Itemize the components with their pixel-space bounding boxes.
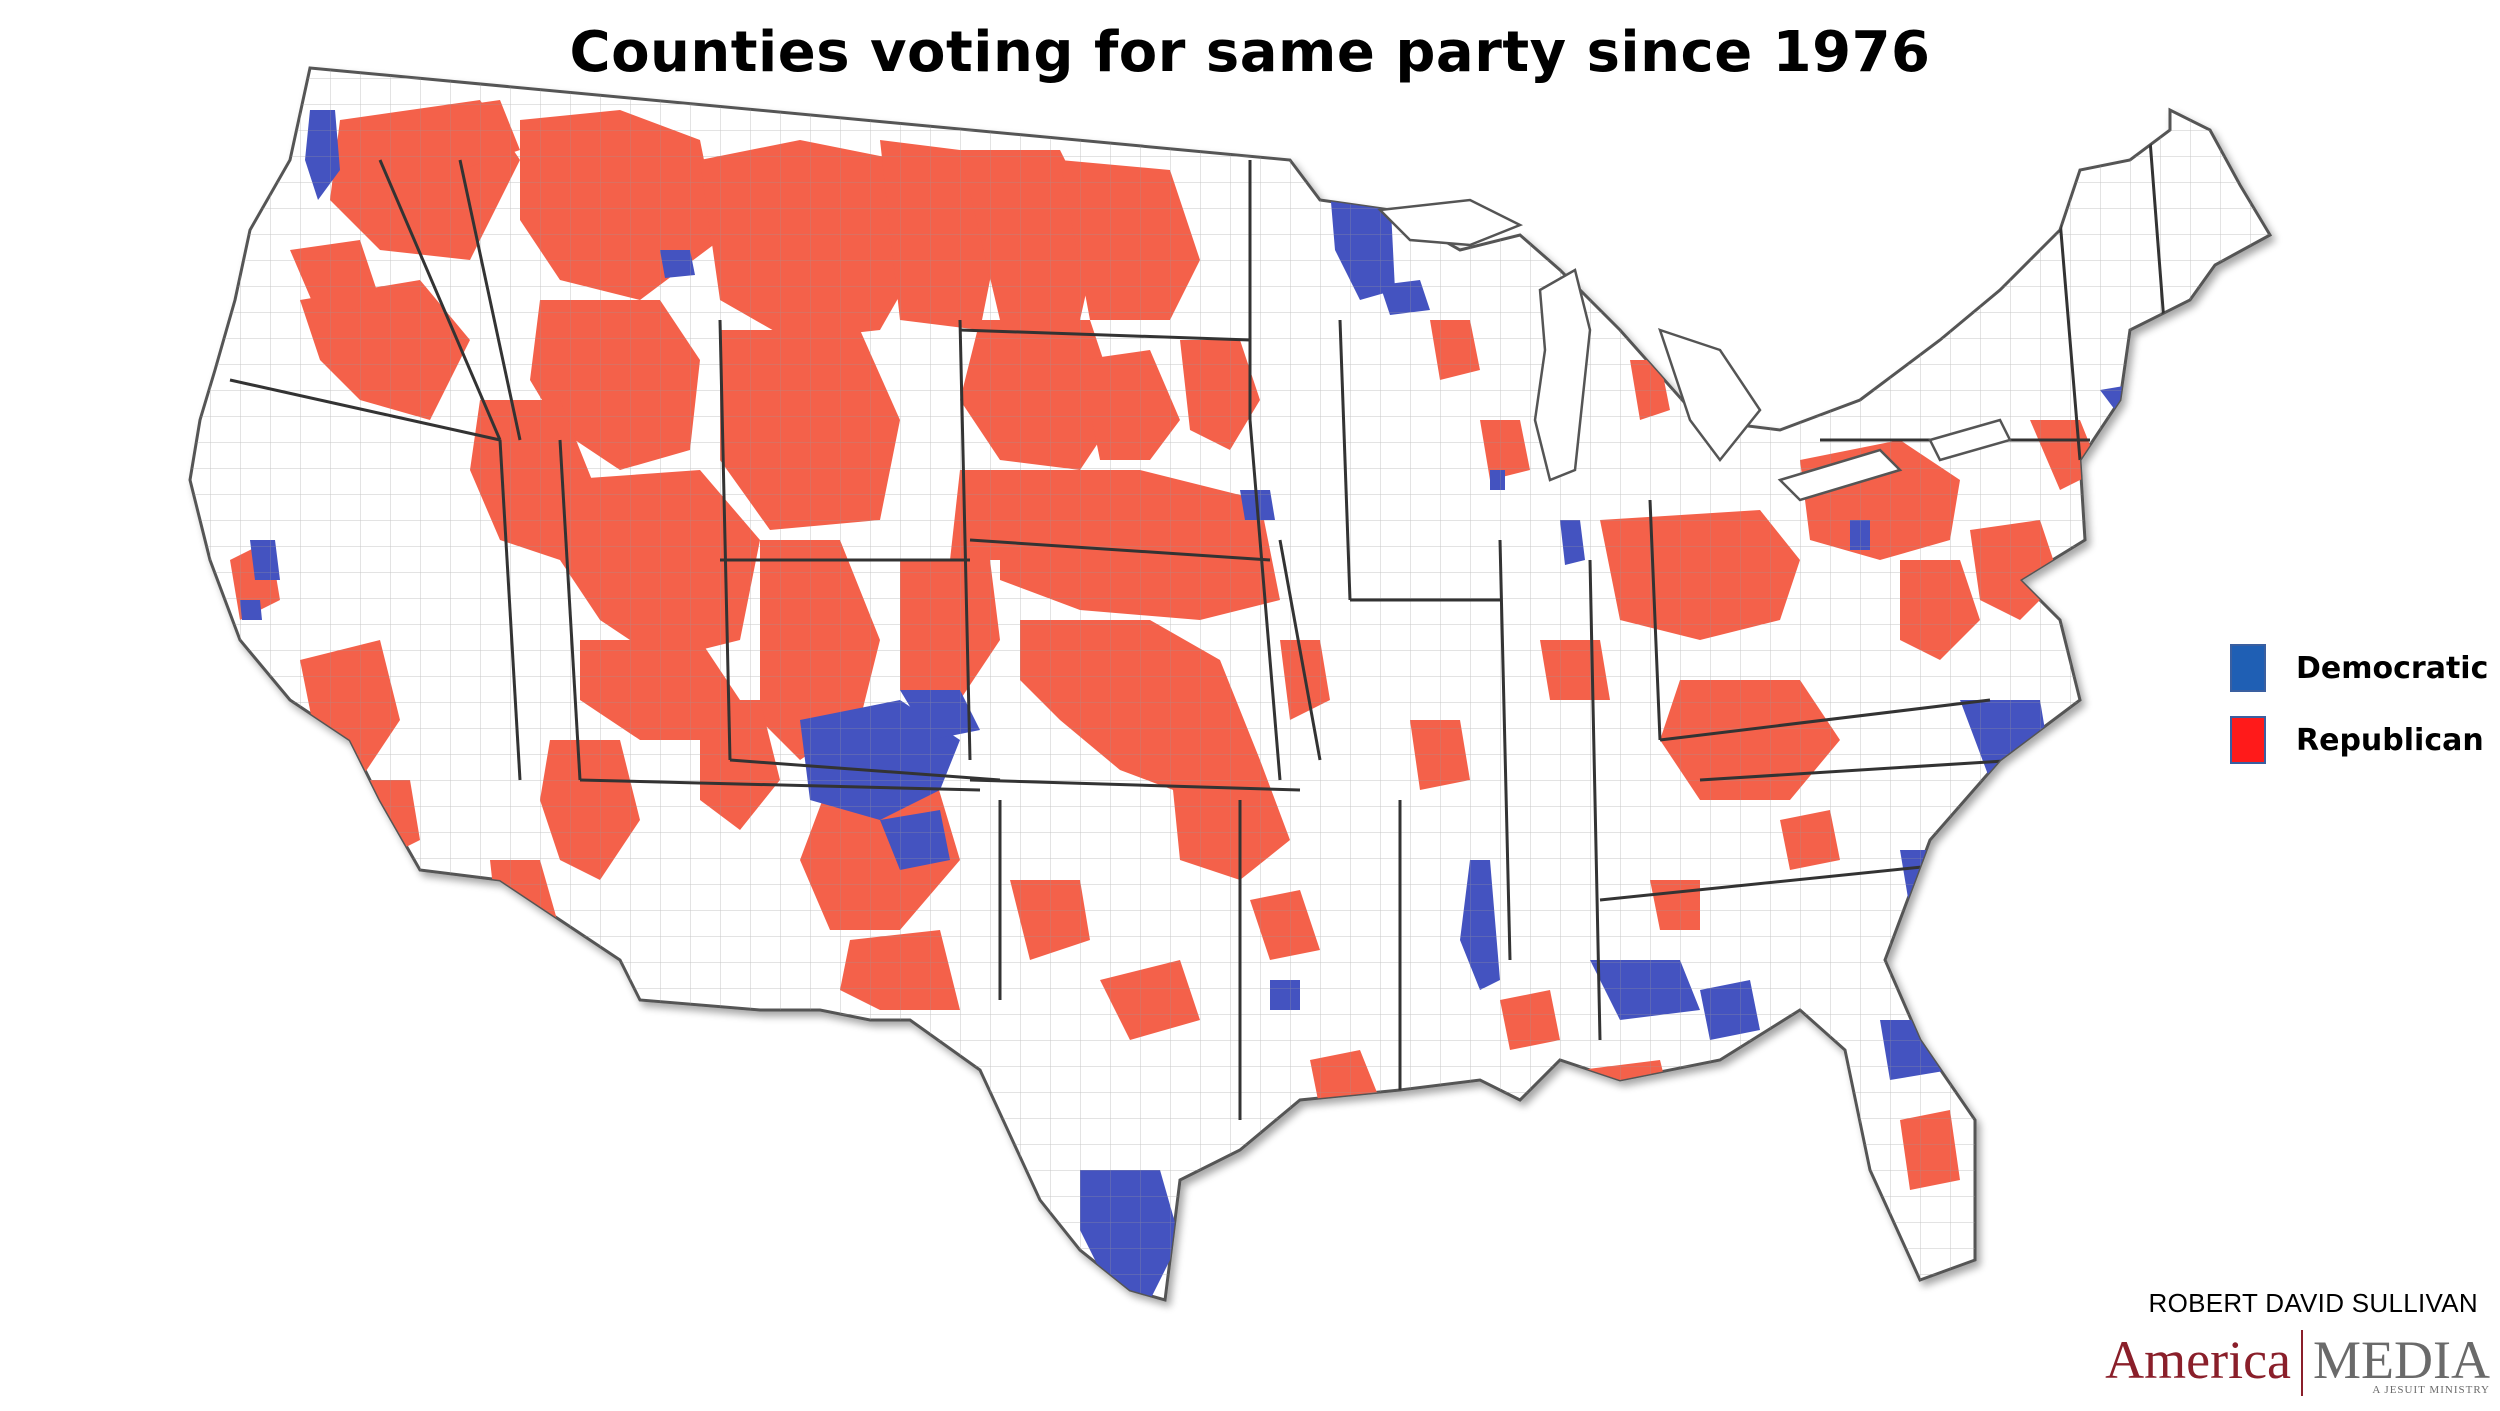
state-border <box>579 778 981 792</box>
state-border <box>958 319 972 761</box>
state-borders <box>229 139 2172 1120</box>
state-border <box>969 538 1271 562</box>
state-border <box>1278 539 1322 761</box>
state-border <box>1648 499 1662 741</box>
state-border <box>1498 539 1512 961</box>
democratic-swatch <box>2230 644 2266 692</box>
legend-label-republican: Republican <box>2296 722 2484 758</box>
logo-divider <box>2301 1330 2304 1396</box>
state-border <box>1248 419 1282 781</box>
state-border <box>959 328 1251 342</box>
republican-region <box>1230 1170 1280 1230</box>
page-title: Counties voting for same party since 197… <box>569 20 1931 85</box>
legend-label-democratic: Democratic <box>2296 650 2489 686</box>
state-border <box>558 439 582 781</box>
state-border <box>969 778 1301 792</box>
state-border <box>2058 219 2082 461</box>
logo-tagline: A JESUIT MINISTRY <box>2372 1384 2490 1396</box>
great-lakes <box>1377 198 2012 502</box>
state-border <box>458 159 522 441</box>
democratic-region <box>1720 1090 1760 1140</box>
state-border <box>1588 559 1602 1041</box>
republican-swatch <box>2230 716 2266 764</box>
state-border <box>1659 698 1991 742</box>
legend-item-republican: Republican <box>2230 712 2484 768</box>
logo-word-media: MEDIA <box>2313 1330 2490 1390</box>
legend-item-democratic: Democratic <box>2230 640 2488 696</box>
state-border <box>378 159 502 441</box>
state-border <box>718 319 732 761</box>
state-border <box>1338 319 1352 601</box>
state-border <box>229 378 501 442</box>
america-media-logo: America MEDIA A JESUIT MINISTRY <box>2105 1330 2490 1400</box>
democratic-region <box>2220 400 2270 440</box>
state-border <box>1699 758 2021 782</box>
state-border <box>498 439 522 781</box>
state-border <box>729 758 1001 782</box>
author-credit: ROBERT DAVID SULLIVAN <box>2148 1288 2478 1318</box>
logo-word-america: America <box>2105 1330 2292 1390</box>
democratic-region <box>880 1080 930 1140</box>
